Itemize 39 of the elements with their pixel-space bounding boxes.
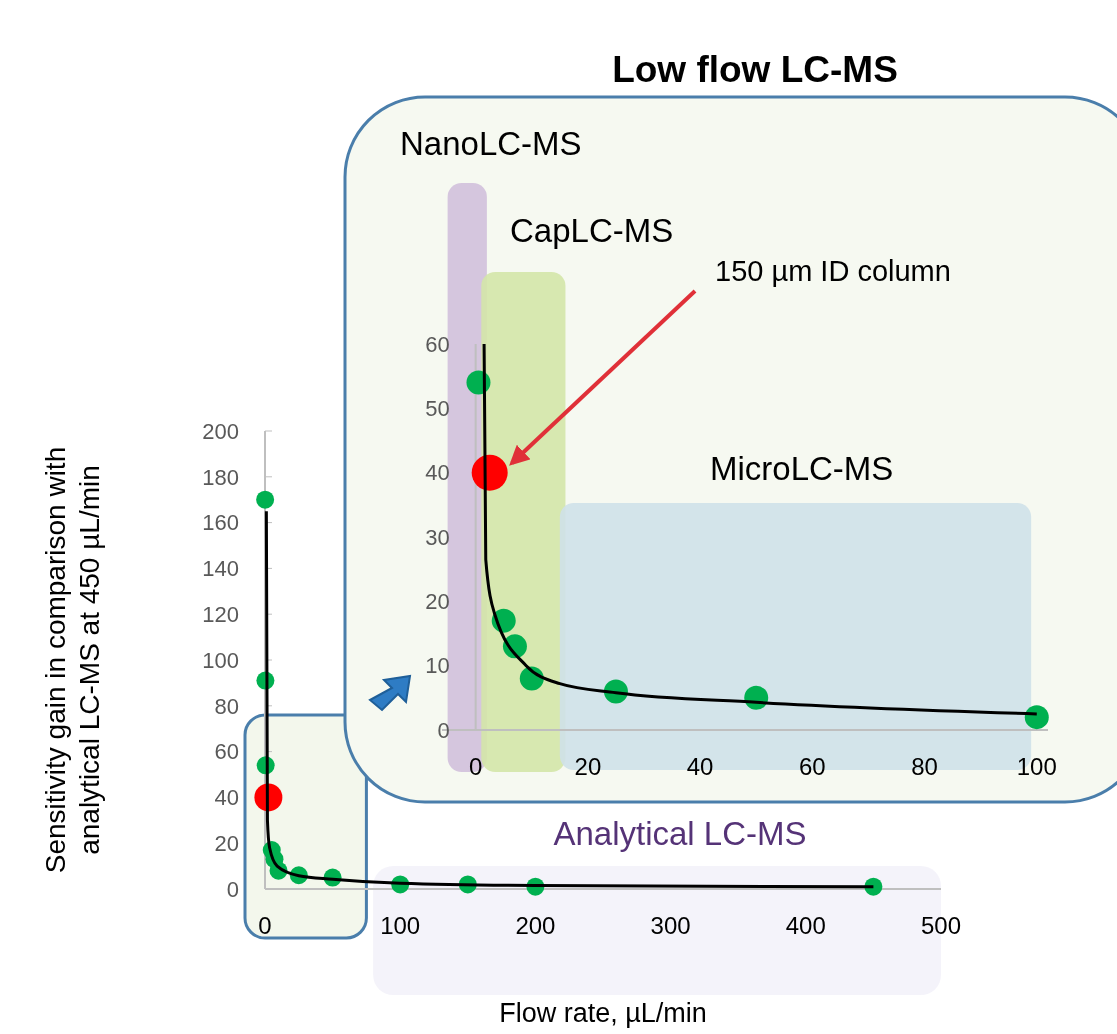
y-tick-label: 60: [425, 331, 450, 357]
x-tick-label: 80: [911, 753, 938, 780]
y-tick-label: 40: [214, 785, 239, 811]
band-label: CapLC-MS: [510, 212, 674, 249]
y-tick-label: 50: [425, 396, 450, 422]
y-tick-label: 40: [425, 460, 450, 486]
x-tick-label: 20: [574, 753, 602, 780]
x-tick-label: 100: [380, 912, 421, 939]
point: [256, 490, 275, 509]
y-tick-label: 30: [425, 524, 450, 550]
x-tick-label: 500: [920, 912, 962, 939]
x-tick-label: 60: [798, 753, 826, 780]
y-axis-title: Sensitivity gain in comparison with analytical LC-MS at 450 µL/min: [40, 446, 105, 874]
x-tick-label: 200: [515, 912, 556, 939]
y-tick-label: 200: [202, 418, 239, 444]
y-tick-label: 10: [425, 653, 450, 679]
x-tick-label: 0: [258, 912, 272, 939]
band-label: MicroLC-MS: [710, 450, 894, 487]
y-tick-label: 20: [214, 830, 239, 856]
x-tick-label: 40: [686, 753, 714, 780]
y-tick-label: 100: [202, 647, 239, 673]
y-tick-label: 20: [425, 589, 450, 615]
x-tick-label: 400: [785, 912, 826, 939]
y-tick-label: 160: [202, 510, 239, 536]
x-axis-title: Flow rate, µL/min: [499, 998, 707, 1028]
y-tick-label: 180: [202, 464, 239, 490]
x-tick-label: 100: [1016, 753, 1057, 780]
y-tick-label: 0: [437, 717, 450, 743]
band-label: NanoLC-MS: [400, 125, 582, 162]
x-tick-label: 0: [468, 753, 483, 780]
y-tick-label: 120: [202, 601, 239, 627]
x-tick-label: 300: [650, 912, 691, 939]
y-tick-label: 140: [202, 556, 239, 582]
band-label: Analytical LC-MS: [553, 815, 807, 852]
point: [1024, 705, 1049, 730]
text: 150 µm ID column: [715, 255, 951, 287]
y-tick-label: 0: [226, 876, 239, 902]
chart-title: Low flow LC-MS: [612, 49, 898, 90]
y-tick-label: 80: [214, 693, 239, 719]
